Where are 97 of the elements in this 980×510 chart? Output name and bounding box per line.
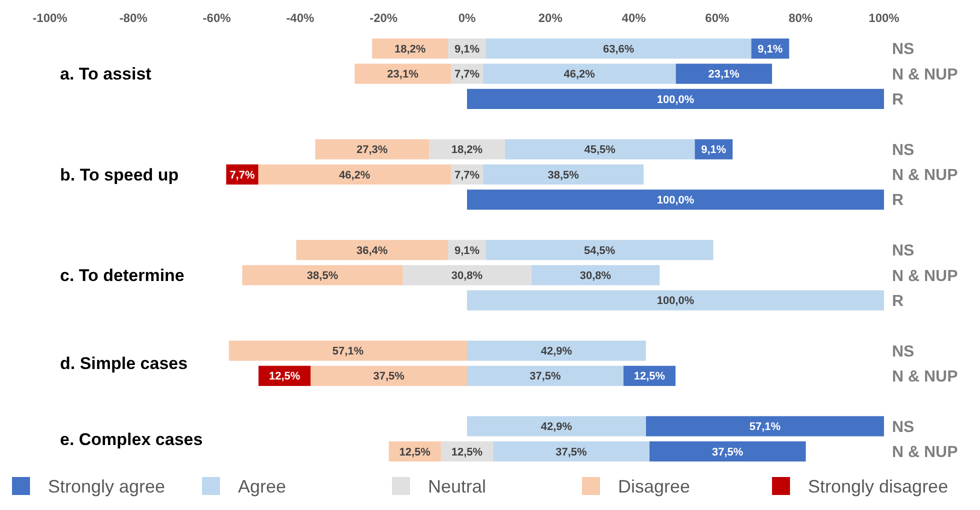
bar bbox=[493, 441, 650, 462]
bar bbox=[467, 416, 646, 436]
data-label: 100,0% bbox=[656, 295, 694, 308]
bar bbox=[483, 164, 644, 185]
y-tick-label: NS bbox=[892, 242, 915, 260]
data-label: 37,5% bbox=[373, 370, 405, 383]
data-label: 100,0% bbox=[656, 194, 694, 206]
data-label: 46,2% bbox=[339, 169, 370, 182]
x-tick-label: -80% bbox=[119, 11, 148, 25]
data-label: 18,2% bbox=[394, 43, 426, 56]
bar bbox=[467, 366, 624, 386]
y-tick-label: R bbox=[892, 92, 904, 109]
data-label: 23,1% bbox=[708, 68, 740, 81]
x-tick-label: 80% bbox=[788, 11, 813, 25]
annotation: e. Complex cases bbox=[60, 430, 203, 449]
bar bbox=[467, 88, 884, 110]
data-label: 12,5% bbox=[634, 370, 666, 383]
data-label: 9,1% bbox=[454, 43, 480, 56]
bar bbox=[486, 38, 752, 59]
data-label: 27,3% bbox=[356, 144, 388, 156]
y-tick-label: NS bbox=[892, 142, 915, 159]
x-tick-label: 100% bbox=[868, 11, 900, 25]
x-tick-label: -40% bbox=[286, 11, 315, 25]
bar bbox=[486, 240, 714, 260]
x-tick-label: 60% bbox=[705, 11, 730, 25]
data-label: 37,5% bbox=[556, 446, 588, 458]
data-label: 54,5% bbox=[584, 244, 616, 257]
y-tick-label: R bbox=[892, 192, 904, 210]
annotation: d. Simple cases bbox=[60, 354, 188, 374]
data-label: 9,1% bbox=[701, 144, 726, 156]
bar bbox=[310, 366, 467, 386]
annotation: b. To speed up bbox=[60, 165, 179, 184]
bar bbox=[402, 265, 532, 286]
data-label: 57,1% bbox=[332, 346, 364, 358]
bar bbox=[242, 265, 403, 286]
legend-label: Strongly agree bbox=[48, 476, 166, 496]
data-label: 9,1% bbox=[454, 244, 480, 257]
data-label: 46,2% bbox=[564, 68, 596, 81]
bar bbox=[467, 290, 884, 310]
bar bbox=[315, 139, 430, 160]
data-label: 12,5% bbox=[399, 446, 431, 458]
data-label: 38,5% bbox=[306, 270, 338, 282]
bar bbox=[296, 240, 448, 260]
bar bbox=[258, 164, 451, 185]
x-tick-label: 20% bbox=[538, 11, 563, 25]
legend-label: Disagree bbox=[618, 476, 690, 496]
y-tick-label: N & NUP bbox=[892, 66, 958, 84]
bar bbox=[676, 64, 772, 84]
x-tick-label: -20% bbox=[370, 11, 398, 25]
x-tick-label: 40% bbox=[622, 11, 646, 25]
data-label: 7,7% bbox=[454, 68, 480, 81]
data-label: 36,4% bbox=[356, 244, 388, 257]
bar bbox=[531, 265, 660, 286]
legend-label: Agree bbox=[238, 476, 286, 496]
bar bbox=[467, 340, 646, 361]
legend-label: Strongly disagree bbox=[808, 476, 948, 496]
y-tick-label: NS bbox=[892, 343, 915, 360]
x-tick-label: -100% bbox=[32, 11, 68, 25]
data-label: 12,5% bbox=[451, 446, 483, 458]
y-tick-label: N & NUP bbox=[892, 268, 958, 285]
bar bbox=[646, 416, 884, 436]
y-tick-label: N & NUP bbox=[892, 444, 958, 462]
y-tick-label: R bbox=[892, 292, 904, 310]
data-label: 30,8% bbox=[580, 270, 612, 282]
annotation: c. To determine bbox=[60, 266, 184, 286]
data-label: 7,7% bbox=[454, 169, 480, 182]
y-tick-label: N & NUP bbox=[892, 167, 958, 184]
y-tick-label: NS bbox=[892, 41, 915, 58]
x-tick-label: -60% bbox=[202, 11, 232, 25]
bar bbox=[649, 441, 806, 462]
bar bbox=[354, 64, 451, 84]
data-label: 7,7% bbox=[230, 169, 255, 182]
data-label: 37,5% bbox=[712, 446, 744, 458]
bar bbox=[467, 190, 884, 210]
bar bbox=[504, 139, 695, 160]
data-label: 42,9% bbox=[540, 421, 572, 434]
data-label: 18,2% bbox=[451, 144, 483, 156]
data-label: 100,0% bbox=[656, 94, 694, 106]
data-label: 42,9% bbox=[540, 346, 572, 358]
y-tick-label: N & NUP bbox=[892, 368, 958, 386]
bar bbox=[483, 64, 676, 84]
bar bbox=[429, 139, 505, 160]
y-tick-label: NS bbox=[892, 418, 915, 436]
bar bbox=[372, 38, 448, 59]
data-label: 30,8% bbox=[451, 270, 483, 282]
data-label: 57,1% bbox=[749, 421, 781, 434]
data-label: 37,5% bbox=[530, 370, 561, 383]
data-label: 38,5% bbox=[548, 169, 580, 182]
data-label: 23,1% bbox=[387, 68, 419, 81]
legend-label: Neutral bbox=[428, 476, 486, 496]
bar bbox=[228, 340, 467, 361]
data-label: 9,1% bbox=[758, 43, 783, 56]
data-label: 12,5% bbox=[268, 370, 300, 383]
data-label: 63,6% bbox=[602, 43, 634, 56]
annotation: a. To assist bbox=[60, 64, 152, 84]
x-tick-label: 0% bbox=[458, 11, 476, 25]
data-label: 45,5% bbox=[584, 144, 616, 156]
